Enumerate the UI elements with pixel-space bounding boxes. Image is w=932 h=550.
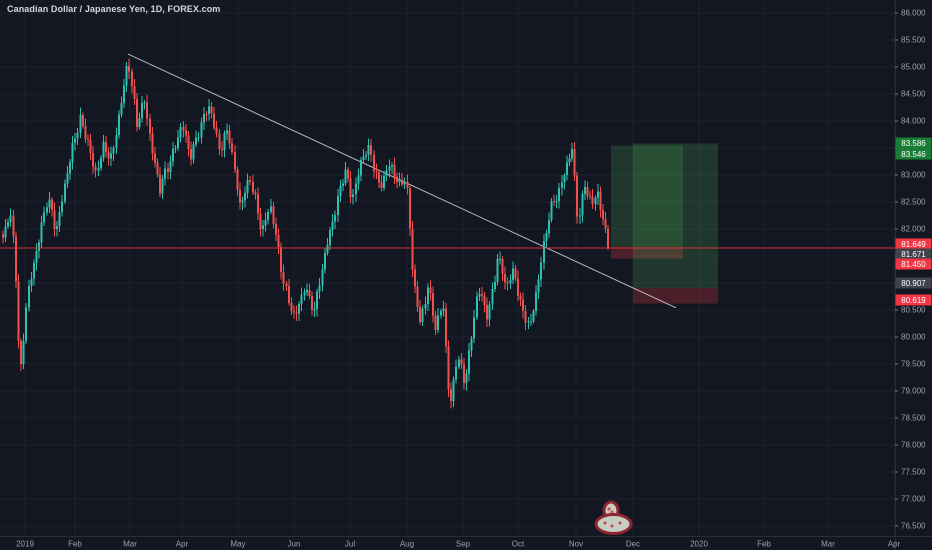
svg-text:80.500: 80.500 [901,306,926,315]
time-tick-labels: 2019 Feb Mar Apr May Jun Jul Aug Sep Oct Nov Dec 202… [16,540,900,549]
price-axis[interactable] [895,0,932,550]
svg-text:81.671: 81.671 [901,250,926,259]
profit-zone[interactable] [633,143,718,289]
price-label-83.586: 83.586 [895,137,932,149]
svg-text:Sep: Sep [456,540,471,549]
svg-text:Feb: Feb [757,540,771,549]
svg-text:85.500: 85.500 [901,36,926,45]
price-label-81.671: 81.671 [895,248,932,260]
svg-text:84.500: 84.500 [901,90,926,99]
svg-text:Oct: Oct [512,540,525,549]
price-label-80.619: 80.619 [895,294,932,306]
svg-text:2020: 2020 [690,540,708,549]
svg-text:80.619: 80.619 [901,296,926,305]
svg-text:79.500: 79.500 [901,360,926,369]
profit-zone[interactable] [611,145,683,247]
symbol-legend[interactable]: Canadian Dollar / Japanese Yen, 1D, FORE… [7,4,221,14]
loss-zone[interactable] [633,288,718,304]
svg-text:Dec: Dec [626,540,640,549]
svg-text:May: May [230,540,245,549]
svg-text:82.000: 82.000 [901,225,926,234]
time-axis[interactable] [0,536,895,550]
svg-text:Mar: Mar [123,540,137,549]
svg-text:80.000: 80.000 [901,333,926,342]
svg-text:Mar: Mar [821,540,835,549]
svg-text:83.000: 83.000 [901,171,926,180]
price-label-80.907: 80.907 [895,277,932,289]
svg-text:83.586: 83.586 [901,139,926,148]
long-position-tool-1[interactable] [611,145,683,259]
svg-text:85.000: 85.000 [901,63,926,72]
candlestick-series [2,58,610,409]
svg-text:Jun: Jun [288,540,301,549]
long-position-tool-2[interactable] [633,143,718,304]
price-label-81.450: 81.450 [895,258,932,270]
price-label-81.649: 81.649 [895,238,932,250]
svg-text:77.500: 77.500 [901,468,926,477]
svg-text:79.000: 79.000 [901,387,926,396]
svg-text:Jul: Jul [345,540,355,549]
svg-text:83.546: 83.546 [901,150,926,159]
svg-text:Feb: Feb [68,540,82,549]
loss-zone[interactable] [611,246,683,259]
svg-text:84.000: 84.000 [901,117,926,126]
svg-text:80.907: 80.907 [901,279,926,288]
svg-text:76.500: 76.500 [901,522,926,531]
svg-text:Nov: Nov [569,540,583,549]
svg-text:77.000: 77.000 [901,495,926,504]
svg-text:2019: 2019 [16,540,34,549]
svg-text:Apr: Apr [176,540,189,549]
sticker-drawing[interactable] [594,500,633,535]
svg-text:78.500: 78.500 [901,414,926,423]
svg-text:81.450: 81.450 [901,260,926,269]
svg-text:Apr: Apr [888,540,901,549]
svg-text:82.500: 82.500 [901,198,926,207]
svg-text:Aug: Aug [400,540,414,549]
svg-text:78.000: 78.000 [901,441,926,450]
price-label-83.546: 83.546 [895,148,932,160]
svg-text:86.000: 86.000 [901,9,926,18]
svg-text:81.649: 81.649 [901,240,926,249]
